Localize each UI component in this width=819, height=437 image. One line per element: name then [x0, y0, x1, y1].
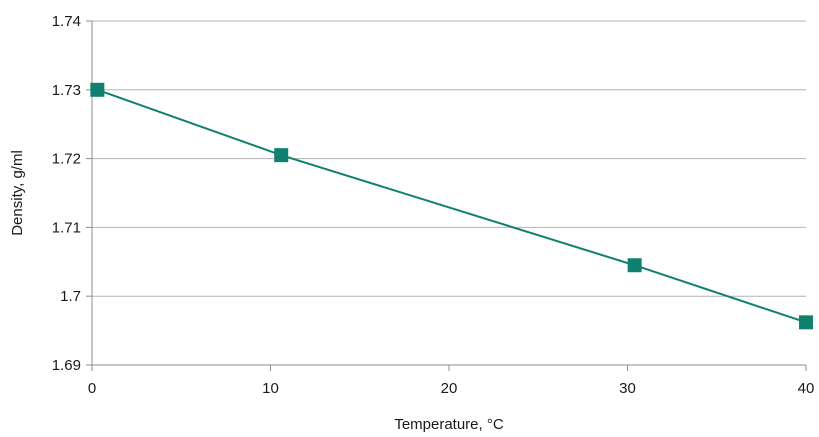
y-tick-label: 1.71 — [52, 219, 81, 236]
y-axis-title: Density, g/ml — [9, 150, 26, 236]
y-tick-label: 1.73 — [52, 82, 81, 99]
x-tick-label: 10 — [262, 380, 279, 397]
x-tick-label: 20 — [441, 380, 458, 397]
x-axis-title: Temperature, °C — [394, 416, 504, 433]
y-tick-labels: 1.69 1.7 1.71 1.72 1.73 1.74 — [52, 13, 81, 374]
data-point-2 — [627, 258, 642, 273]
axes — [86, 20, 807, 371]
x-tick-label: 40 — [798, 380, 815, 397]
data-point-0 — [90, 82, 105, 97]
series-line-0 — [97, 88, 807, 324]
x-tick-labels: 0 10 20 30 40 — [88, 380, 815, 397]
x-tick-label: 0 — [88, 380, 96, 397]
y-tick-label: 1.72 — [52, 151, 81, 168]
gridlines — [92, 20, 806, 297]
data-point-1 — [274, 148, 289, 163]
y-tick-label: 1.69 — [52, 357, 81, 374]
data-point-3 — [799, 315, 813, 330]
x-tick-label: 30 — [619, 380, 636, 397]
y-tick-label: 1.7 — [60, 288, 81, 305]
plot-series — [90, 82, 813, 330]
y-tick-label: 1.74 — [52, 13, 81, 30]
